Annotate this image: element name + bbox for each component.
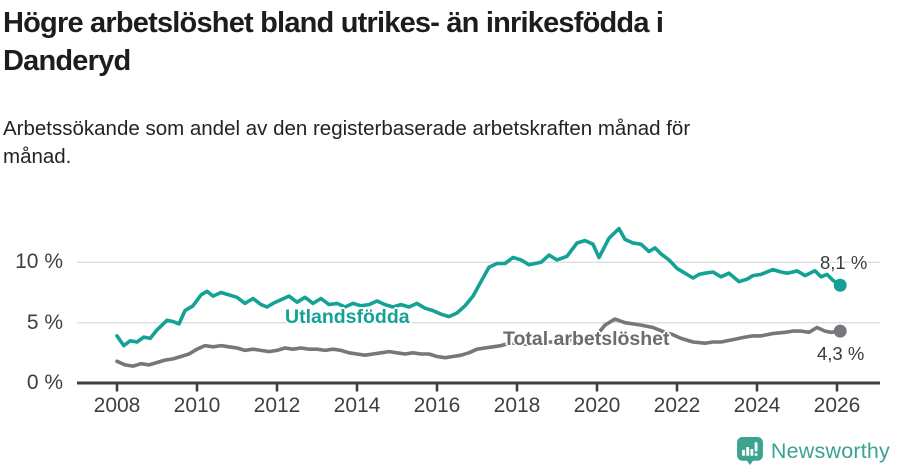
end-value-label-utlandsfodda: 8,1 %	[820, 252, 868, 273]
subtitle-line-1: Arbetssökande som andel av den registerb…	[3, 117, 691, 140]
x-tick-label: 2014	[333, 394, 381, 417]
y-tick-label: 10 %	[15, 250, 63, 274]
newsworthy-logo: Newsworthy	[736, 437, 890, 465]
series-line-0	[115, 226, 843, 348]
page-title: Högre arbetslöshet bland utrikes- än inr…	[3, 4, 664, 80]
series-end-dot-0	[833, 278, 847, 292]
y-tick-label: 5 %	[26, 310, 63, 334]
x-tick-label: 2018	[493, 394, 541, 417]
x-tick-label: 2016	[413, 394, 461, 417]
chart-subtitle: Arbetssökande som andel av den registerb…	[3, 115, 690, 171]
x-tick-label: 2010	[173, 394, 221, 417]
brand-name: Newsworthy	[770, 438, 890, 463]
title-line-2: Danderyd	[3, 45, 131, 77]
x-tick-label: 2008	[93, 394, 141, 417]
series-label-utlandsfodda: Utlandsfödda	[285, 306, 410, 328]
series-label-total-arbetsloshet: Total arbetslöshet	[503, 328, 670, 350]
end-value-label-total: 4,3 %	[817, 343, 865, 364]
y-tick-label: 0 %	[26, 371, 63, 394]
subtitle-line-2: månad.	[3, 145, 72, 168]
x-tick-label: 2022	[653, 394, 701, 417]
title-line-1: Högre arbetslöshet bland utrikes- än inr…	[3, 7, 664, 39]
x-tick-label: 2026	[813, 394, 861, 417]
newsworthy-speech-bubble-bar-chart-icon	[736, 437, 763, 465]
series-line-1	[115, 317, 843, 368]
x-tick-label: 2024	[733, 394, 781, 417]
series-end-dot-1	[833, 324, 847, 338]
x-tick-label: 2012	[253, 394, 301, 417]
x-tick-label: 2020	[573, 394, 621, 417]
